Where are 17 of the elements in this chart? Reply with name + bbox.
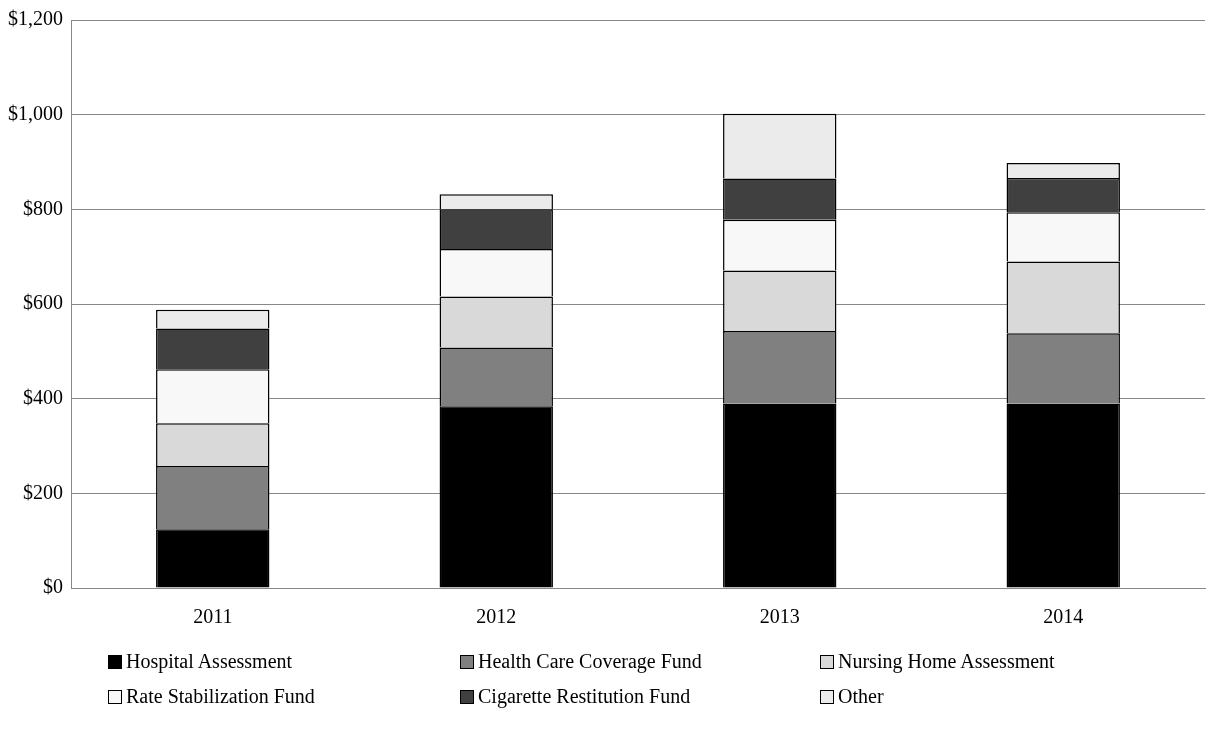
- x-tick-label: 2014: [1043, 605, 1084, 628]
- legend-label: Nursing Home Assessment: [838, 650, 1055, 673]
- legend-label: Hospital Assessment: [126, 650, 293, 673]
- y-tick-label: $200: [23, 480, 63, 503]
- legend-label: Health Care Coverage Fund: [478, 650, 702, 673]
- y-tick-label: $0: [43, 575, 63, 598]
- x-tick-label: 2013: [759, 605, 800, 628]
- legend-label: Cigarette Restitution Fund: [478, 685, 691, 708]
- legend-label: Rate Stabilization Fund: [126, 685, 315, 708]
- y-tick-label: $1,200: [8, 7, 63, 30]
- y-tick-label: $800: [23, 196, 63, 219]
- x-tick-label: 2012: [476, 605, 517, 628]
- y-tick-label: $600: [23, 291, 63, 314]
- legend-label: Other: [838, 685, 884, 708]
- y-tick-label: $1,000: [8, 101, 63, 124]
- y-tick-label: $400: [23, 385, 63, 408]
- x-tick-label: 2011: [193, 605, 233, 628]
